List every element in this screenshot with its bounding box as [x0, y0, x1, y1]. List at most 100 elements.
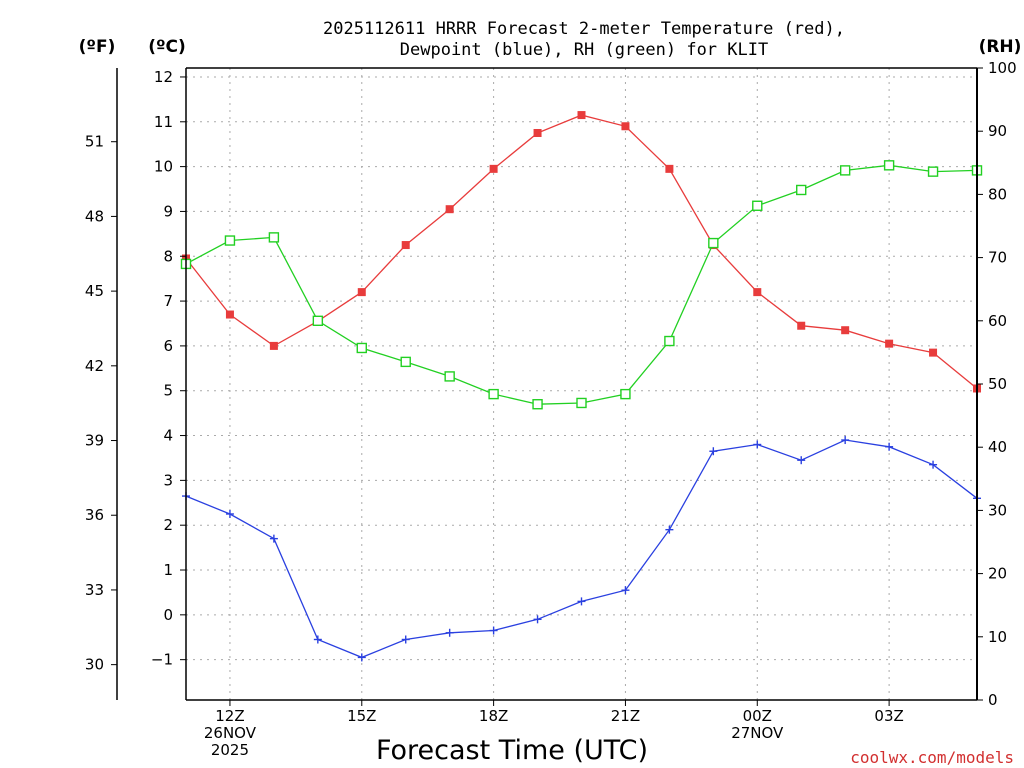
- data-point: [225, 310, 234, 319]
- data-point: [356, 342, 367, 354]
- data-point: [665, 164, 674, 173]
- grid: [186, 68, 977, 700]
- data-point: [488, 388, 499, 400]
- data-point: [444, 371, 455, 382]
- x-tick-label: 18Z: [479, 707, 508, 725]
- y-tick-label-celsius: 7: [163, 292, 173, 310]
- data-point: [621, 122, 630, 131]
- y-tick-label-fahrenheit: 48: [85, 207, 104, 225]
- data-point: [577, 597, 586, 606]
- y-tick-label-rh: 10: [988, 628, 1007, 646]
- data-point: [709, 447, 718, 456]
- y-tick-label-celsius: 2: [163, 516, 173, 534]
- data-point: [577, 111, 586, 120]
- unit-label-celsius: (ºC): [148, 37, 186, 57]
- data-point: [489, 626, 498, 635]
- y-tick-label-rh: 30: [988, 501, 1007, 519]
- y-tick-label-celsius: 5: [163, 382, 173, 400]
- data-point: [753, 440, 762, 449]
- y-tick-label-celsius: 8: [163, 247, 173, 265]
- y-tick-label-celsius: 3: [163, 471, 173, 489]
- data-point: [313, 635, 322, 644]
- data-point: [752, 200, 763, 211]
- y-tick-label-rh: 20: [988, 565, 1007, 583]
- y-tick-label-celsius: 9: [163, 202, 173, 220]
- data-point: [357, 288, 366, 297]
- data-point: [841, 436, 850, 445]
- y-tick-label-fahrenheit: 30: [85, 656, 104, 674]
- y-tick-label-fahrenheit: 51: [85, 133, 104, 151]
- data-point: [268, 232, 280, 243]
- chart-title-line-2: Dewpoint (blue), RH (green) for KLIT: [400, 40, 768, 60]
- x-tick-label: 12Z: [215, 707, 244, 725]
- data-point: [445, 628, 454, 637]
- data-point: [797, 456, 806, 465]
- axes: −101234567891011123033363942454851010203…: [85, 59, 1017, 759]
- data-point: [927, 166, 939, 177]
- y-tick-label-celsius: −1: [151, 651, 173, 669]
- unit-label-fahrenheit: (ºF): [79, 37, 116, 57]
- data-point: [576, 397, 587, 409]
- data-point: [225, 509, 234, 518]
- x-tick-label: 26NOV: [204, 724, 257, 742]
- y-tick-label-rh: 40: [988, 438, 1007, 456]
- x-tick-label: 2025: [211, 741, 249, 759]
- data-point: [664, 335, 675, 347]
- data-point: [357, 653, 366, 662]
- data-point: [621, 586, 630, 595]
- x-tick-label: 21Z: [611, 707, 640, 725]
- data-point: [929, 348, 938, 357]
- y-tick-label-celsius: 4: [163, 427, 173, 445]
- unit-label-rh: (RH): [979, 37, 1022, 57]
- data-point: [445, 205, 454, 214]
- y-tick-label-rh: 70: [988, 249, 1007, 267]
- y-tick-label-celsius: 10: [154, 158, 173, 176]
- y-tick-label-rh: 0: [988, 691, 998, 709]
- y-tick-label-fahrenheit: 39: [85, 432, 104, 450]
- y-tick-label-rh: 100: [988, 59, 1017, 77]
- data-point: [620, 388, 631, 400]
- plot-series: [180, 111, 983, 662]
- y-tick-label-rh: 80: [988, 185, 1007, 203]
- data-point: [532, 399, 543, 410]
- y-tick-label-celsius: 12: [154, 68, 173, 86]
- data-point: [841, 326, 850, 335]
- data-point: [708, 237, 719, 249]
- chart-title-line-1: 2025112611 HRRR Forecast 2-meter Tempera…: [323, 19, 845, 39]
- series-line: [185, 114, 978, 390]
- series-line: [185, 439, 978, 659]
- data-point: [839, 165, 851, 176]
- y-tick-label-fahrenheit: 42: [85, 357, 104, 375]
- x-tick-label: 27NOV: [731, 724, 784, 742]
- data-point: [533, 128, 542, 137]
- y-tick-label-fahrenheit: 33: [85, 581, 104, 599]
- series-dewpoint: [182, 436, 981, 662]
- y-tick-label-celsius: 11: [154, 113, 173, 131]
- data-point: [883, 160, 895, 171]
- x-tick-label: 15Z: [347, 707, 376, 725]
- x-axis-title: Forecast Time (UTC): [376, 735, 648, 766]
- data-point: [400, 356, 411, 368]
- data-point: [312, 315, 324, 326]
- x-tick-label: 03Z: [874, 707, 903, 725]
- data-point: [797, 321, 806, 330]
- data-point: [533, 615, 542, 624]
- y-tick-label-fahrenheit: 45: [85, 282, 104, 300]
- data-point: [665, 525, 674, 534]
- data-point: [796, 184, 807, 196]
- y-tick-label-celsius: 6: [163, 337, 173, 355]
- data-point: [401, 635, 410, 644]
- x-tick-label: 00Z: [743, 707, 772, 725]
- y-tick-label-fahrenheit: 36: [85, 506, 104, 524]
- data-point: [224, 235, 236, 246]
- data-point: [929, 460, 938, 469]
- y-tick-label-rh: 90: [988, 122, 1007, 140]
- y-tick-label-celsius: 0: [163, 606, 173, 624]
- y-tick-label-rh: 60: [988, 312, 1007, 330]
- data-point: [489, 164, 498, 173]
- data-point: [269, 341, 278, 350]
- data-point: [269, 534, 278, 543]
- series-2-meter-temperature: [182, 111, 981, 393]
- data-point: [885, 442, 894, 451]
